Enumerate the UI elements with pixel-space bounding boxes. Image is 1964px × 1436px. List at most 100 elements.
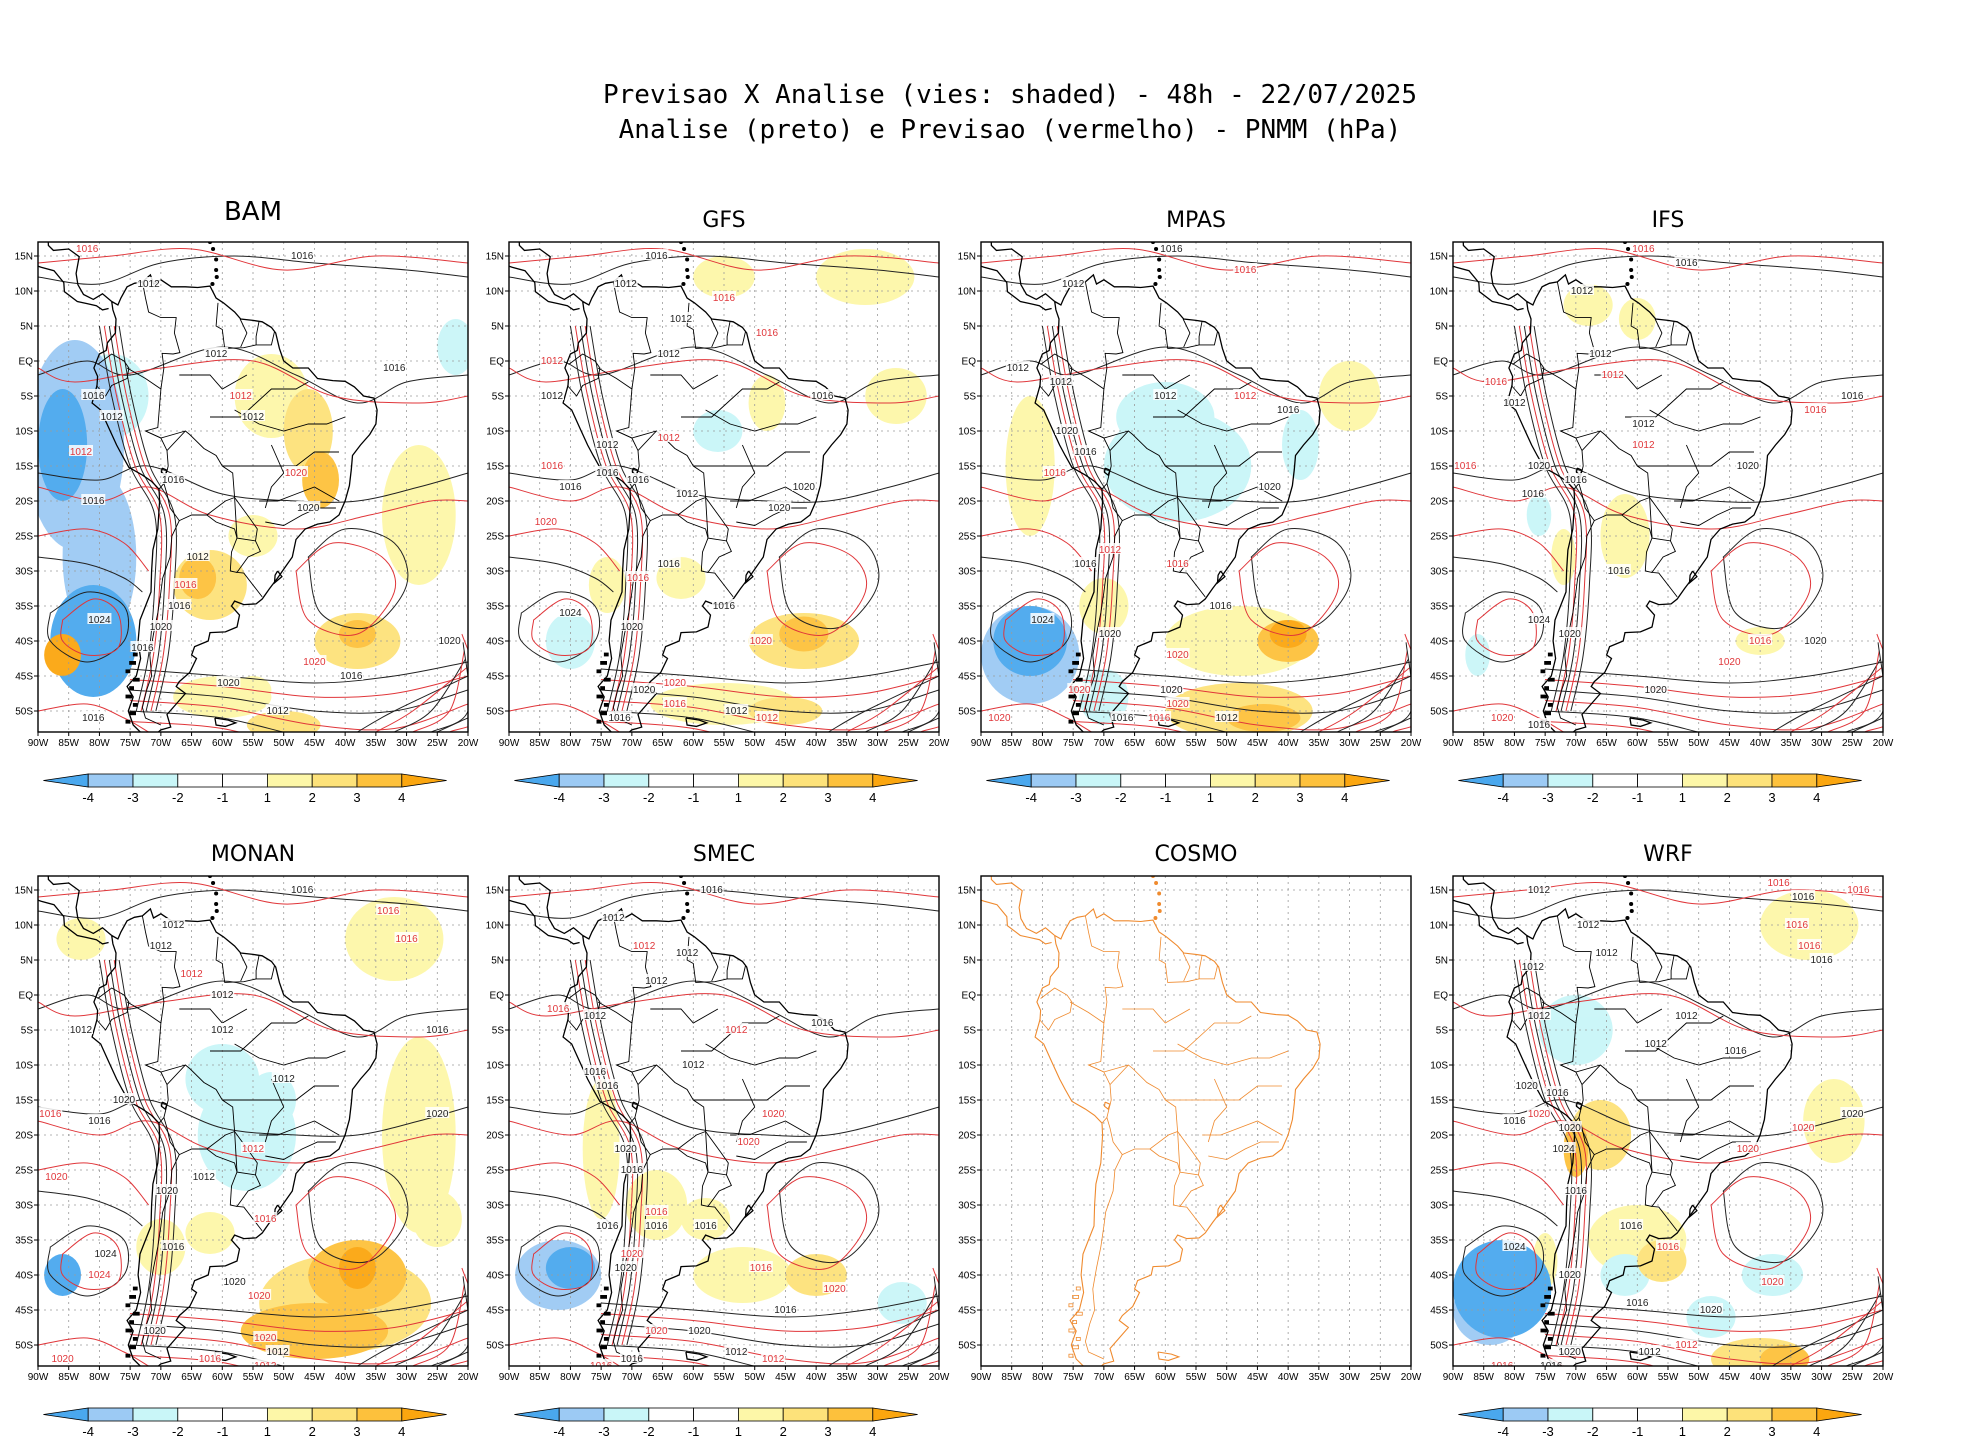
- forecast-isobar: [295, 1176, 397, 1270]
- forecast-isobar-label: 1012: [541, 356, 564, 367]
- island: [190, 866, 193, 869]
- border: [681, 381, 780, 418]
- border: [1637, 1085, 1754, 1101]
- analysis-isobar: [38, 889, 468, 919]
- isobars: [1453, 882, 1883, 1366]
- analysis-isobar: [1722, 1162, 1824, 1263]
- lat-tick-label: 5N: [1435, 322, 1448, 333]
- analysis-isobar-label: 1024: [94, 1249, 117, 1260]
- colorbar-segment: [1120, 773, 1167, 788]
- border: [1158, 936, 1218, 983]
- forecast-isobar-label: 1016: [541, 461, 564, 472]
- isobar-label-bg: [87, 1268, 112, 1279]
- coastline: [562, 907, 849, 1366]
- forecast-isobar-label: 1012: [180, 969, 203, 980]
- forecast-isobar: [1545, 1309, 1883, 1332]
- lon-tick-label: 65W: [652, 738, 673, 749]
- analysis-isobar-label: 1020: [223, 1277, 246, 1288]
- lon-tick-label: 55W: [1186, 738, 1207, 749]
- analysis-isobar: [1545, 1323, 1883, 1348]
- island: [214, 274, 219, 280]
- border: [1654, 318, 1663, 348]
- analysis-isobar-label: 1024: [559, 608, 582, 619]
- forecast-isobar-label: 1016: [1798, 941, 1821, 952]
- forecast-isobar-label: 1020: [535, 517, 558, 528]
- analysis-isobar: [47, 1225, 130, 1297]
- isobar-label-bg: [1233, 389, 1258, 400]
- isobar-label-bg: [265, 1345, 290, 1356]
- border: [735, 444, 756, 509]
- colorbar-tick-label: 4: [1813, 790, 1820, 805]
- colorbar-tick-label: 3: [1768, 790, 1775, 805]
- isobar-label-bg: [540, 354, 564, 365]
- colorbar-arrow-right: [1816, 773, 1862, 788]
- isobar-labels: 1016 1016 1016 1012 1012 1012 1012 1012 1012 1016…: [38, 883, 450, 1366]
- forecast-isobar-label: 1016: [1749, 636, 1772, 647]
- isobar-label-bg: [1557, 1268, 1582, 1279]
- isobar-label-bg: [1453, 459, 1478, 470]
- colorbar-tick-label: 3: [824, 790, 831, 805]
- forecast-isobar-label: 1016: [590, 1361, 613, 1372]
- island: [681, 281, 686, 287]
- forecast-isobar: [531, 1232, 593, 1290]
- isobar-label-bg: [810, 1016, 835, 1027]
- colorbar-tick-label: -1: [217, 1424, 229, 1436]
- colorbar-segment: [782, 773, 829, 788]
- island: [132, 1311, 140, 1316]
- lat-tick-label: 30S: [958, 567, 976, 578]
- border: [1153, 381, 1252, 418]
- island: [1544, 1345, 1551, 1350]
- forecast-isobar: [981, 359, 1411, 404]
- forecast-isobar: [1355, 650, 1408, 732]
- isobar-label-bg: [626, 473, 650, 484]
- lat-tick-label: 10N: [486, 921, 504, 932]
- lat-tick-label: 45S: [958, 1306, 976, 1317]
- border: [1179, 1174, 1206, 1232]
- analysis-isobar-label: 1016: [1675, 258, 1698, 269]
- coastline: [38, 899, 109, 945]
- island: [1596, 866, 1599, 869]
- isobar-label-bg: [656, 557, 681, 568]
- analysis-isobar-label: 1012: [242, 412, 265, 423]
- lat-tick-label: 5N: [963, 956, 976, 967]
- analysis-isobar-label: 1020: [633, 685, 656, 696]
- lon-tick-label: 30W: [867, 1372, 888, 1383]
- analysis-isobar-label: 1012: [676, 489, 699, 500]
- analysis-isobar: [509, 346, 939, 404]
- isobar-label-bg: [1840, 389, 1865, 400]
- border: [1202, 1120, 1283, 1136]
- colorbar-tick-label: -3: [1542, 1424, 1554, 1436]
- analysis-isobar-label: 1016: [774, 1305, 797, 1316]
- coastline: [1077, 856, 1114, 871]
- analysis-isobar: [1722, 528, 1824, 629]
- analysis-isobar-label: 1012: [682, 1060, 705, 1071]
- forecast-isobar: [103, 959, 163, 1346]
- analysis-isobar: [357, 1309, 468, 1366]
- analysis-isobar-label: 1012: [101, 412, 124, 423]
- isobar-label-bg: [987, 711, 1012, 722]
- lat-tick-label: 40S: [15, 637, 33, 648]
- forecast-isobar: [1545, 1334, 1883, 1365]
- lon-tick-label: 70W: [1094, 738, 1115, 749]
- border: [239, 318, 248, 348]
- lon-tick-label: 65W: [1124, 1372, 1145, 1383]
- forecast-isobar: [1003, 598, 1065, 656]
- lon-tick-label: 90W: [971, 1372, 992, 1383]
- analysis-isobar-label: 1016: [82, 713, 105, 724]
- coastline: [1453, 899, 1524, 945]
- border: [1644, 497, 1653, 573]
- isobar-label-bg: [173, 578, 198, 589]
- analysis-isobar-label: 1016: [1540, 1361, 1563, 1372]
- lon-tick-label: 60W: [212, 738, 233, 749]
- border: [1670, 321, 1675, 345]
- border: [1649, 409, 1761, 432]
- analysis-isobar-label: 1016: [596, 1081, 619, 1092]
- analysis-isobar-label: 1020: [1516, 1081, 1539, 1092]
- border: [1511, 987, 1545, 1031]
- isobar-label-bg: [619, 1163, 644, 1174]
- lon-tick-label: 80W: [560, 1372, 581, 1383]
- analysis-isobar: [1453, 255, 1883, 285]
- lon-tick-label: 40W: [1278, 738, 1299, 749]
- lon-tick-label: 70W: [1566, 738, 1587, 749]
- isobar-label-bg: [1233, 263, 1258, 274]
